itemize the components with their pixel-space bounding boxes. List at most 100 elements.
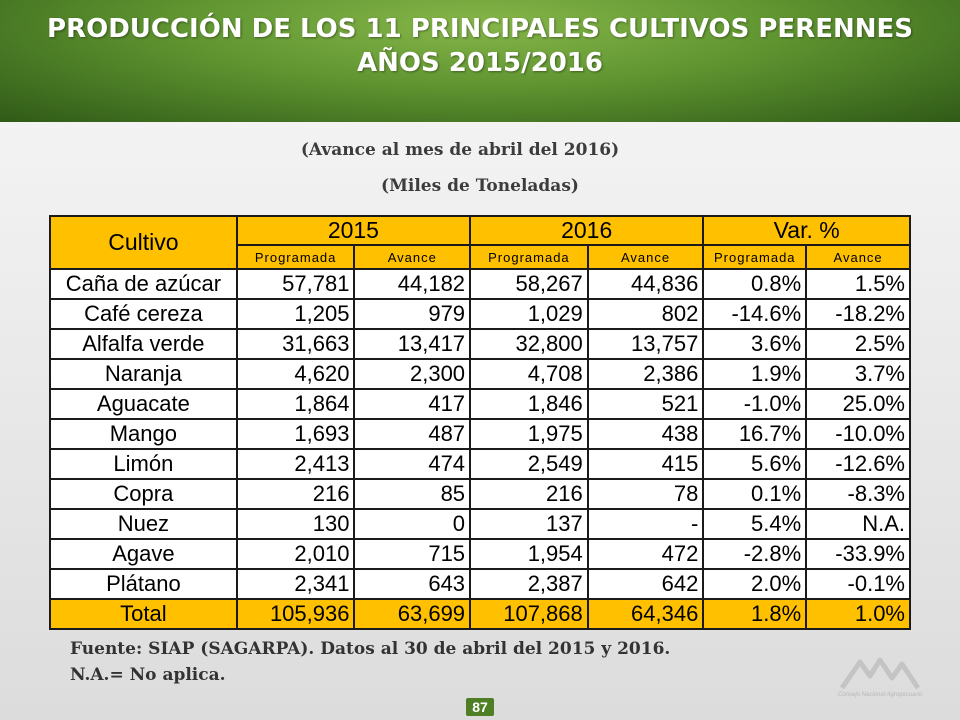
header-2016: 2016 [469,215,705,246]
header-cultivo: Cultivo [49,215,238,270]
value-cell: 1,954 [469,538,589,570]
value-cell: 2.0% [702,568,808,600]
value-cell: -10.0% [805,418,911,450]
value-cell: 64,346 [586,598,705,630]
page-title-line1: PRODUCCIÓN DE LOS 11 PRINCIPALES CULTIVO… [47,14,913,44]
value-cell: 715 [353,538,472,570]
value-cell: 2,387 [469,568,589,600]
value-cell: 3.7% [805,358,911,390]
value-cell: 58,267 [469,268,589,300]
value-cell: 1,029 [469,298,589,330]
crop-name-cell: Total [49,598,238,630]
table-row: Aguacate 1,864 417 1,846 521 -1.0% 25.0% [49,388,911,420]
subheader-cell: Programada [235,244,356,270]
table-subheader-row: Programada Avance Programada Avance Prog… [50,244,911,270]
value-cell: -2.8% [702,538,808,570]
value-cell: - [586,508,705,540]
crop-name-cell: Naranja [49,358,238,390]
table-row: Nuez 130 0 137-5.4% N.A. [49,508,911,540]
value-cell: 216 [469,478,589,510]
value-cell: 0.1% [702,478,808,510]
value-cell: -0.1% [805,568,911,600]
subtitle-period: (Avance al mes de abril del 2016) [300,140,620,160]
value-cell: 1,864 [235,388,356,420]
value-cell: 474 [353,448,472,480]
value-cell: -12.6% [805,448,911,480]
value-cell: 2,300 [353,358,472,390]
value-cell: 4,620 [235,358,356,390]
value-cell: 1,205 [235,298,356,330]
logo-text: Consejo Nacional Agropecuario [838,692,923,698]
table-row: Mango 1,693 487 1,975 438 16.7% -10.0% [49,418,911,450]
value-cell: 1.0% [805,598,911,630]
value-cell: 0.8% [702,268,808,300]
value-cell: 2,341 [235,568,356,600]
council-logo: Consejo Nacional Agropecuario [836,652,950,706]
mountains-logo-icon [839,657,921,690]
subheader-cell: Avance [805,244,911,270]
value-cell: 5.6% [702,448,808,480]
subtitle-units: (Miles de Toneladas) [381,176,579,196]
table-row: Limón 2,413 474 2,549 415 5.6% -12.6% [49,448,911,480]
value-cell: 137 [469,508,589,540]
crop-name-cell: Café cereza [49,298,238,330]
value-cell: 105,936 [235,598,356,630]
value-cell: 642 [586,568,705,600]
table-row: Caña de azúcar 57,781 44,182 58,267 44,836 0.… [49,268,911,300]
source-note: Fuente: SIAP (SAGARPA). Datos al 30 de a… [70,639,671,659]
value-cell: 521 [586,388,705,420]
value-cell: -8.3% [805,478,911,510]
value-cell: 2,010 [235,538,356,570]
value-cell: 4,708 [469,358,589,390]
value-cell: 2.5% [805,328,911,360]
crop-name-cell: Caña de azúcar [49,268,238,300]
value-cell: 25.0% [805,388,911,420]
crop-name-cell: Copra [49,478,238,510]
production-table: Cultivo 2015 2016 Var. % Programada Avan… [49,215,911,630]
value-cell: 415 [586,448,705,480]
na-note: N.A.= No aplica. [70,665,226,685]
value-cell: 78 [586,478,705,510]
value-cell: 5.4% [702,508,808,540]
value-cell: 32,800 [469,328,589,360]
value-cell: 2,386 [586,358,705,390]
value-cell: 16.7% [702,418,808,450]
table-row: Copra 216 85 216 78 0.1% -8.3% [49,478,911,510]
value-cell: 1.8% [702,598,808,630]
crop-name-cell: Aguacate [49,388,238,420]
value-cell: 85 [353,478,472,510]
table-row: Alfalfa verde 31,663 13,417 32,800 13,757 3.6… [49,328,911,360]
page-number: 87 [466,698,494,716]
value-cell: 3.6% [702,328,808,360]
value-cell: 2,549 [469,448,589,480]
value-cell: 57,781 [235,268,356,300]
value-cell: 63,699 [353,598,472,630]
table-row: Café cereza 1,205 979 1,029 802 -14.6% -18.2% [49,298,911,330]
value-cell: 1,693 [235,418,356,450]
subheader-cell: Programada [702,244,808,270]
value-cell: 44,182 [353,268,472,300]
value-cell: 1,975 [469,418,589,450]
value-cell: 472 [586,538,705,570]
value-cell: -14.6% [702,298,808,330]
subheader-cell: Avance [353,244,472,270]
crop-name-cell: Agave [49,538,238,570]
value-cell: -18.2% [805,298,911,330]
value-cell: 2,413 [235,448,356,480]
crop-name-cell: Alfalfa verde [49,328,238,360]
page-title-line2: AÑOS 2015/2016 [357,48,603,78]
value-cell: 417 [353,388,472,420]
value-cell: 979 [353,298,472,330]
title-banner: PRODUCCIÓN DE LOS 11 PRINCIPALES CULTIVO… [0,0,960,122]
total-row: Total 105,936 63,699 107,868 64,346 1.8% 1.0% [49,598,911,630]
value-cell: -33.9% [805,538,911,570]
table-row: Naranja 4,620 2,300 4,708 2,386 1.9% 3.7% [49,358,911,390]
value-cell: N.A. [805,508,911,540]
crop-name-cell: Nuez [49,508,238,540]
table-header-row: Cultivo 2015 2016 Var. % [49,215,911,270]
page-number-area: 87 [0,698,960,717]
value-cell: 130 [235,508,356,540]
value-cell: -1.0% [702,388,808,420]
value-cell: 643 [353,568,472,600]
crop-name-cell: Mango [49,418,238,450]
